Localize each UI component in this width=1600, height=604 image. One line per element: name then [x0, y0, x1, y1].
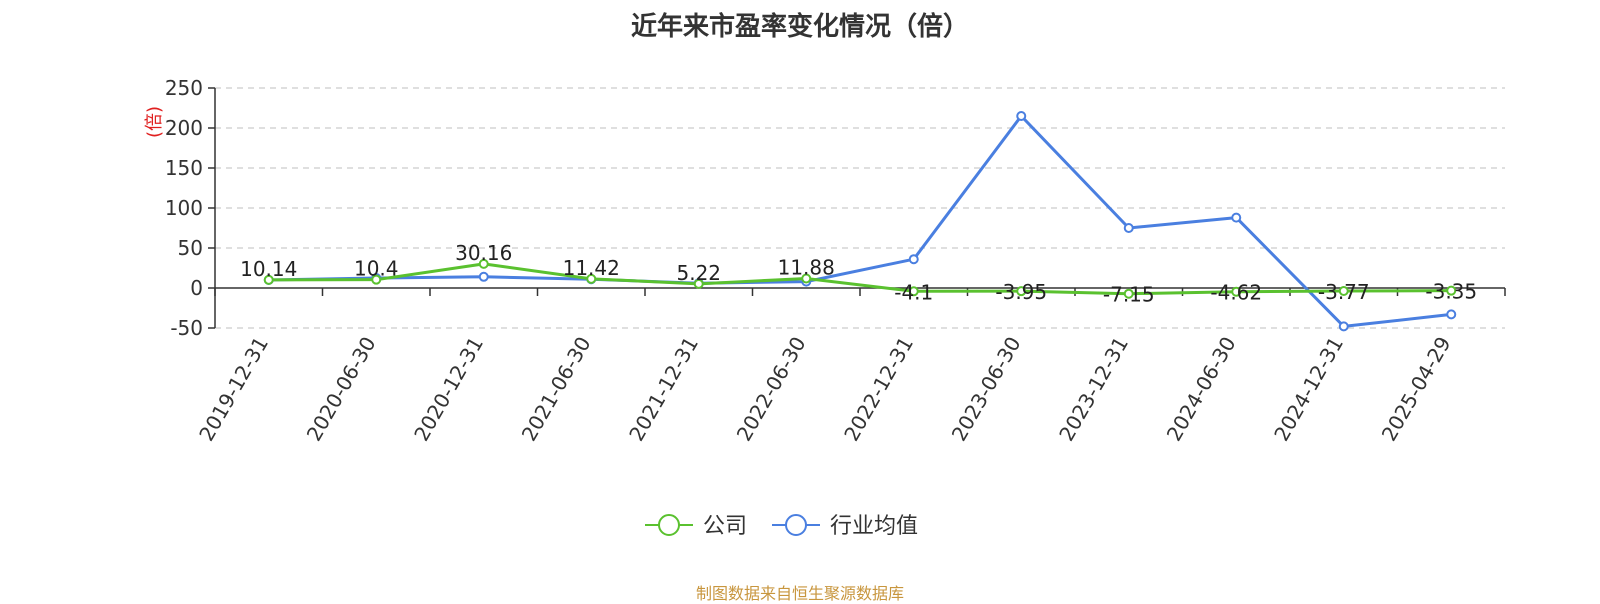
data-label-company: -3.35 — [1425, 280, 1477, 304]
x-tick-label: 2024-06-30 — [1162, 333, 1241, 446]
data-label-company: -3.95 — [995, 280, 1047, 304]
data-point-industry-average — [478, 271, 489, 282]
data-label-company: 11.42 — [563, 256, 620, 280]
legend-circle-icon — [658, 514, 680, 536]
data-point-company — [693, 278, 704, 289]
y-tick-label: 100 — [165, 196, 203, 220]
data-point-company — [1446, 285, 1457, 296]
legend-label: 公司 — [703, 514, 747, 539]
x-tick-label: 2024-12-31 — [1269, 333, 1348, 446]
data-point-industry-average — [1016, 111, 1027, 121]
legend-item-company[interactable]: 公司 — [645, 514, 747, 539]
x-tick-label: 2022-12-31 — [839, 333, 918, 446]
x-tick-label: 2020-06-30 — [302, 333, 381, 446]
data-label-company: -4.62 — [1210, 281, 1262, 305]
data-label-company: -3.77 — [1318, 280, 1370, 304]
legend[interactable]: 公司 行业均值 — [645, 514, 918, 539]
series-line-company — [268, 262, 1452, 296]
data-point-company — [1338, 286, 1349, 297]
data-point-company — [1231, 286, 1242, 297]
data-point-industry-average — [1446, 309, 1457, 320]
chart-title: 近年来市盈率变化情况（倍） — [630, 12, 969, 42]
data-point-company — [908, 286, 919, 297]
data-label-layer: 10.14 10.4 30.16 11.42 5.22 11.88 -4.1 -3.95 -7.… — [240, 241, 1477, 307]
data-point-company — [478, 258, 489, 269]
data-point-industry-average — [908, 254, 919, 265]
data-point-company — [371, 274, 382, 285]
x-tick-label: 2020-12-31 — [409, 333, 488, 446]
data-label-company: -4.1 — [894, 280, 933, 304]
legend-circle-icon — [785, 514, 807, 536]
data-label-company: 30.16 — [455, 241, 512, 265]
grid-layer — [215, 87, 1505, 329]
data-label-company: 11.88 — [778, 255, 835, 279]
x-tick-label: 2025-04-29 — [1377, 333, 1456, 446]
data-point-company — [801, 273, 812, 284]
data-point-company — [1016, 286, 1027, 297]
source-note: 制图数据来自恒生聚源数据库 — [695, 584, 904, 603]
data-point-industry-average — [1338, 321, 1349, 332]
y-tick-label: 0 — [190, 276, 203, 300]
data-label-company: 10.4 — [354, 257, 399, 281]
data-point-company — [586, 273, 597, 284]
data-point-industry-average — [1123, 223, 1134, 233]
y-tick-label: 50 — [178, 236, 203, 260]
x-tick-label: 2021-06-30 — [517, 333, 596, 446]
legend-item-industry-average[interactable]: 行业均值 — [772, 514, 918, 539]
y-tick-label: 200 — [165, 116, 203, 140]
x-tick-label: 2022-06-30 — [732, 333, 811, 446]
x-tick-label: 2023-12-31 — [1054, 333, 1133, 446]
data-point-company — [1123, 288, 1134, 299]
series-layer — [263, 111, 1457, 332]
x-tick-label: 2021-12-31 — [624, 333, 703, 446]
data-label-company: 5.22 — [676, 261, 721, 285]
y-tick-label: -50 — [170, 316, 203, 340]
data-point-company — [263, 274, 274, 285]
y-axis-unit-label: (倍) — [144, 106, 165, 138]
x-tick-label: 2023-06-30 — [947, 333, 1026, 446]
data-label-company: -7.15 — [1103, 283, 1155, 307]
legend-label: 行业均值 — [830, 514, 918, 539]
x-tick-label: 2019-12-31 — [194, 333, 273, 446]
data-label-company: 10.14 — [240, 257, 297, 281]
y-tick-label: 250 — [165, 76, 203, 100]
data-point-industry-average — [1231, 212, 1242, 223]
y-tick-label: 150 — [165, 156, 203, 180]
series-line-industry-average — [268, 114, 1452, 328]
